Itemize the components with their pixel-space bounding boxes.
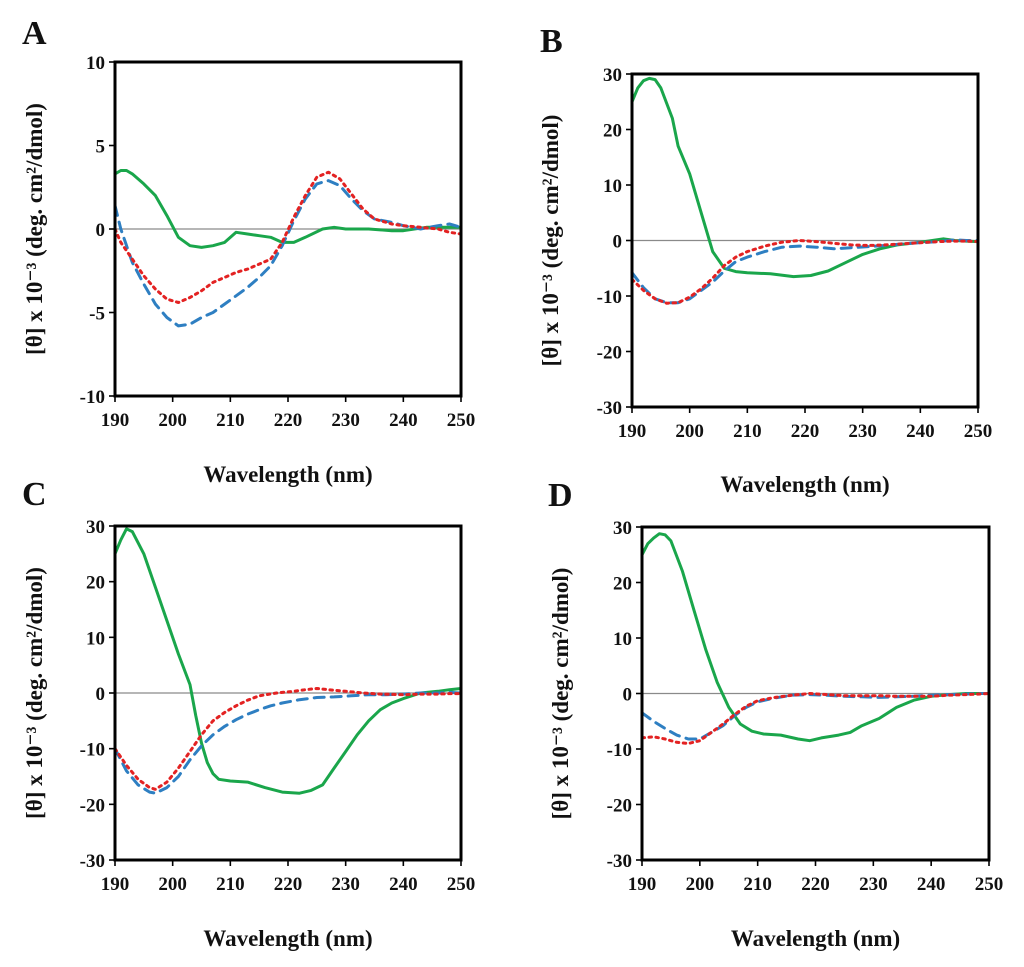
y-tick-label: -10 (607, 740, 632, 761)
x-tick-label: 240 (906, 421, 935, 442)
x-tick-label: 250 (447, 874, 476, 895)
x-tick-label: 230 (848, 421, 877, 442)
y-tick-label: 10 (86, 628, 105, 649)
panel-c: C -30 -20 -10 0 10 20 30 190 200 210 220 230 240 250 Wa… (22, 476, 475, 951)
y-tick-label: 10 (86, 53, 105, 74)
y-tick-label: 20 (603, 121, 622, 142)
series-dashed (113, 690, 463, 795)
x-axis-title: Wavelength (nm) (720, 472, 889, 497)
x-tick-label: 210 (733, 421, 762, 442)
panel-label: B (540, 23, 563, 60)
x-tick-label: 210 (743, 874, 772, 895)
y-tick-label: 30 (86, 517, 105, 538)
y-tick-label: 0 (623, 685, 633, 706)
x-tick-label: 240 (389, 410, 418, 431)
y-tick-label: -20 (607, 796, 632, 817)
panel-a: A -10 -5 0 5 10 190 200 210 220 230 240 250 Wavelengt… (22, 15, 475, 487)
panel-label: A (22, 15, 47, 52)
y-tick-label: -10 (597, 287, 622, 308)
series-dotted (640, 692, 991, 745)
series-dotted (113, 170, 463, 304)
y-tick-label: 30 (603, 65, 622, 86)
x-tick-label: 230 (331, 410, 360, 431)
y-tick-label: 0 (96, 220, 106, 241)
x-axis-title: Wavelength (nm) (203, 462, 372, 487)
x-tick-label: 220 (274, 410, 303, 431)
x-tick-label: 250 (964, 421, 993, 442)
x-tick-label: 200 (158, 410, 187, 431)
x-tick-label: 190 (101, 874, 130, 895)
series-dashed (630, 238, 980, 305)
x-axis-title: Wavelength (nm) (731, 926, 900, 951)
y-tick-label: 20 (613, 574, 632, 595)
y-tick-label: -30 (607, 851, 632, 872)
x-tick-label: 250 (975, 874, 1004, 895)
y-tick-label: -30 (597, 398, 622, 419)
y-tick-label: 10 (603, 176, 622, 197)
series-dotted (630, 239, 980, 305)
y-axis-title: [θ] x 10⁻³ (deg. cm²/dmol) (538, 115, 563, 367)
y-tick-label: 0 (96, 684, 106, 705)
x-tick-label: 200 (686, 874, 715, 895)
y-tick-label: 10 (613, 629, 632, 650)
x-tick-label: 210 (216, 410, 245, 431)
y-tick-label: -20 (597, 343, 622, 364)
y-tick-label: 0 (613, 232, 623, 253)
x-tick-label: 230 (331, 874, 360, 895)
panel-label: C (22, 476, 47, 513)
y-tick-label: -10 (80, 740, 105, 761)
y-tick-label: -30 (80, 851, 105, 872)
x-tick-label: 240 (917, 874, 946, 895)
panel-label: D (548, 477, 573, 514)
x-tick-label: 250 (447, 410, 476, 431)
x-tick-label: 220 (791, 421, 820, 442)
x-tick-label: 200 (675, 421, 704, 442)
y-axis-title: [θ] x 10⁻³ (deg. cm²/dmol) (22, 567, 47, 819)
y-axis-title: [θ] x 10⁻³ (deg. cm²/dmol) (22, 103, 47, 355)
x-tick-label: 190 (101, 410, 130, 431)
y-tick-label: -20 (80, 795, 105, 816)
y-axis-title: [θ] x 10⁻³ (deg. cm²/dmol) (548, 568, 573, 820)
series-dashed (640, 692, 991, 741)
series-dashed (113, 179, 463, 328)
y-tick-label: 30 (613, 518, 632, 539)
y-tick-label: 5 (96, 137, 106, 158)
y-tick-label: -5 (89, 304, 105, 325)
x-tick-label: 190 (628, 874, 657, 895)
x-tick-label: 210 (216, 874, 245, 895)
x-tick-label: 220 (274, 874, 303, 895)
x-axis-title: Wavelength (nm) (203, 926, 372, 951)
x-tick-label: 230 (859, 874, 888, 895)
series-solid (113, 527, 463, 795)
x-tick-label: 200 (158, 874, 187, 895)
series-dotted (113, 687, 463, 791)
x-tick-label: 240 (389, 874, 418, 895)
y-tick-label: -10 (80, 387, 105, 408)
series-solid (113, 169, 463, 249)
series-solid (630, 76, 980, 279)
x-tick-label: 190 (618, 421, 647, 442)
panel-d: D -30 -20 -10 0 10 20 30 190 200 210 220 230 240 250 Wa… (548, 477, 1003, 951)
x-tick-label: 220 (801, 874, 830, 895)
y-tick-label: 20 (86, 573, 105, 594)
series-solid (640, 532, 991, 743)
panel-b: B -30 -20 -10 0 10 20 30 190 200 210 220 230 240 250 Wa… (538, 23, 992, 497)
